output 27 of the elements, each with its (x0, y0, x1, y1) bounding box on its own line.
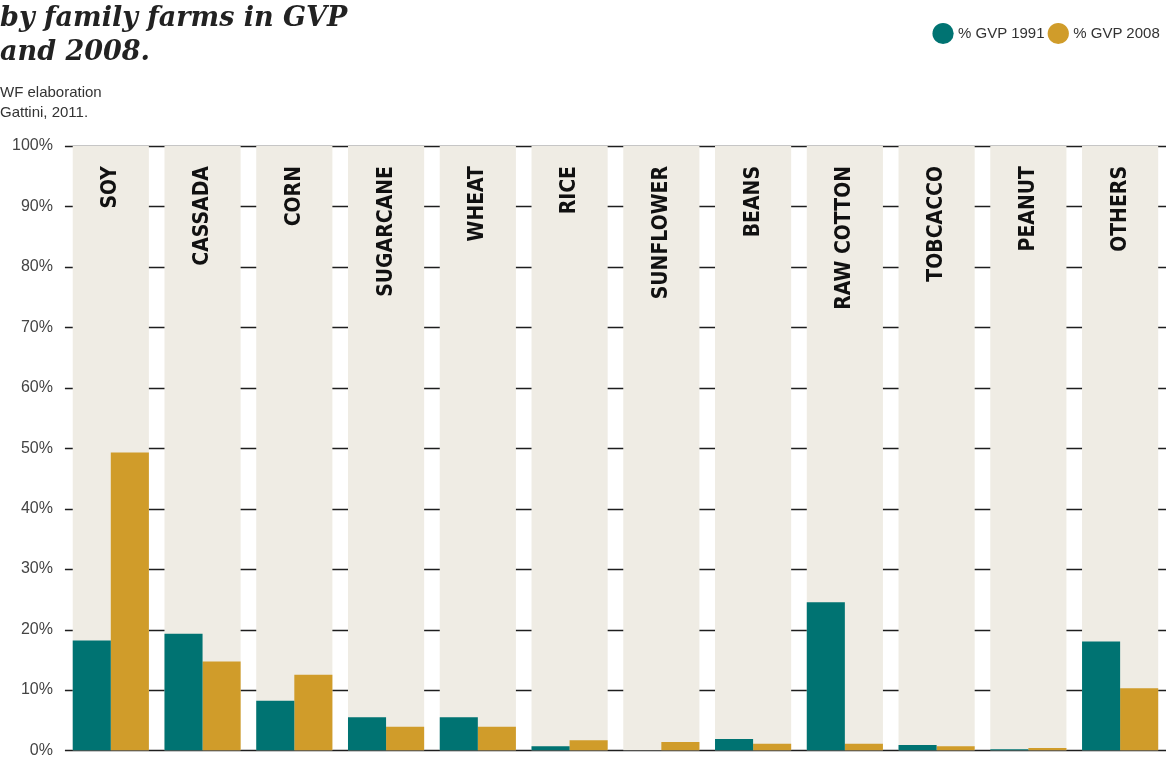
x-tick-label: TOBCACCO (923, 166, 948, 282)
x-tick-label: WHEAT (464, 165, 489, 242)
x-tick-label: SOY (97, 165, 122, 209)
y-tick-label: 70% (20, 317, 53, 335)
y-tick-label: 10% (20, 680, 53, 698)
x-tick-label: RAW COTTON (831, 166, 856, 310)
x-tick-label: BEANS (739, 166, 764, 238)
x-tick-label: CASSADA (189, 165, 214, 266)
x-tick-label: RICE (556, 166, 581, 215)
text: WF elaboration Gattini, 2011. (0, 82, 102, 122)
y-tick-label: 60% (20, 378, 53, 396)
y-tick-label: 20% (20, 619, 53, 637)
x-tick-label: OTHERS (1106, 166, 1131, 252)
y-tick-label: 50% (20, 438, 53, 456)
y-tick-label: 30% (20, 559, 53, 577)
legend-label: % GVP 1991 (958, 23, 1045, 41)
x-tick-label: PEANUT (1014, 165, 1039, 252)
x-tick-label: CORN (280, 166, 305, 227)
y-tick-label: 100% (12, 136, 53, 154)
legend-label: % GVP 2008 (1073, 23, 1160, 41)
chart-title: by family farms in GVP and 2008. (0, 0, 348, 68)
y-tick-label: 80% (20, 257, 53, 275)
x-tick-label: SUGARCANE (372, 166, 397, 297)
y-tick-label: 40% (20, 499, 53, 517)
y-tick-label: 90% (20, 196, 53, 214)
x-tick-label: SUNFLOWER (647, 165, 672, 300)
y-tick-label: 0% (29, 740, 53, 758)
